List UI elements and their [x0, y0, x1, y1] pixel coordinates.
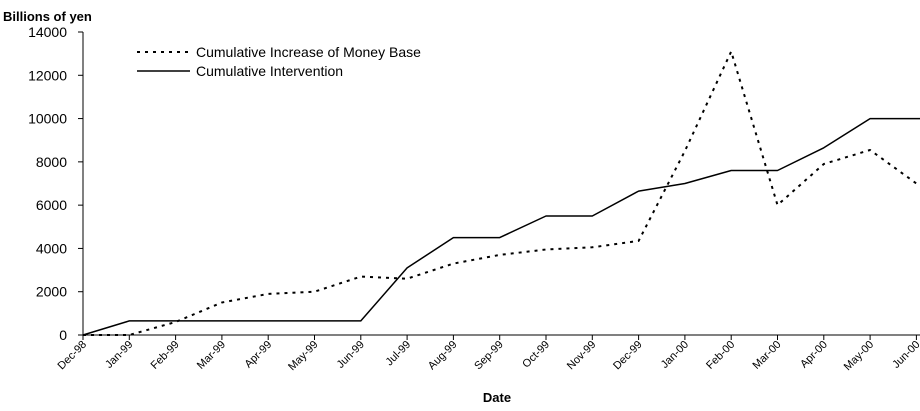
y-tick-label: 0	[59, 327, 67, 343]
x-tick-label: Sep-99	[472, 339, 506, 373]
x-tick-label: Feb-99	[149, 339, 182, 372]
x-tick-label: Dec-98	[56, 339, 90, 373]
x-tick-label: Apr-99	[242, 339, 274, 371]
y-axis-title: Billions of yen	[3, 9, 92, 24]
x-tick-label: Jan-99	[103, 339, 135, 371]
series-line-money-base	[83, 50, 920, 336]
x-tick-label: Aug-99	[426, 339, 460, 373]
x-tick-label: Nov-99	[565, 339, 599, 373]
x-tick-label: May-99	[286, 339, 320, 373]
y-tick-label: 14000	[28, 24, 67, 40]
y-tick-label: 2000	[36, 284, 67, 300]
y-tick-label: 4000	[36, 240, 67, 256]
y-tick-label: 6000	[36, 197, 67, 213]
x-tick-label: Jan-00	[659, 339, 691, 371]
y-axis-ticks: 0 2000 4000 6000 8000 10000 12000 14000	[28, 24, 83, 343]
legend-label-intervention: Cumulative Intervention	[196, 63, 343, 79]
y-tick-label: 8000	[36, 154, 67, 170]
y-tick-label: 10000	[28, 111, 67, 127]
x-tick-label: Jul-99	[384, 339, 414, 369]
x-tick-label: Mar-99	[195, 339, 228, 372]
x-tick-label: Jun-00	[890, 339, 920, 371]
legend-label-money-base: Cumulative Increase of Money Base	[196, 44, 421, 60]
x-tick-label: Apr-00	[798, 339, 830, 371]
x-tick-label: Feb-00	[704, 339, 737, 372]
x-tick-label: Dec-99	[611, 339, 645, 373]
x-axis-title: Date	[483, 390, 511, 405]
x-axis-ticks: Dec-98 Jan-99 Feb-99 Mar-99 Apr-99 May-99 Jun-…	[56, 335, 920, 373]
series-line-intervention	[82, 117, 920, 336]
x-tick-label: Oct-99	[520, 339, 552, 371]
legend: Cumulative Increase of Money Base Cumula…	[137, 44, 421, 79]
x-tick-label: Jun-99	[335, 339, 367, 371]
series-layer	[82, 50, 920, 336]
y-tick-label: 12000	[28, 67, 67, 83]
x-tick-label: May-00	[842, 339, 876, 373]
x-tick-label: Mar-00	[750, 339, 783, 372]
